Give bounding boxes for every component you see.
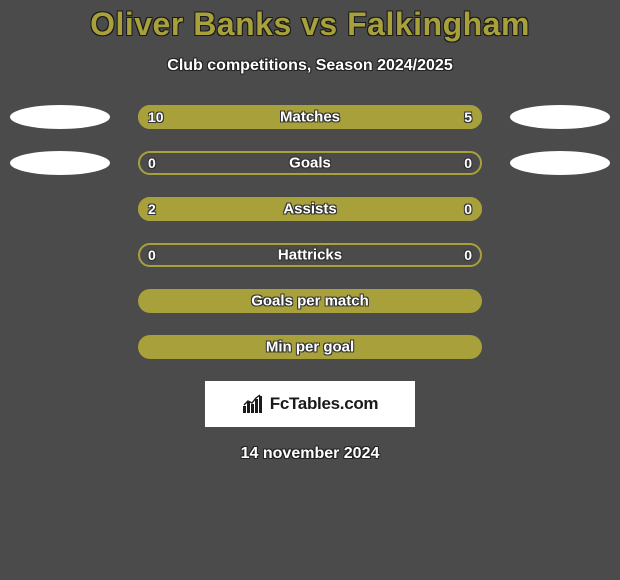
stat-label: Matches <box>280 109 340 126</box>
stat-value-right: 0 <box>464 155 472 171</box>
stat-value-right: 0 <box>464 247 472 263</box>
stat-bar: 10 5 Matches <box>138 105 482 129</box>
spacer <box>510 335 610 359</box>
stat-bar: 2 0 Assists <box>138 197 482 221</box>
stat-bar: Goals per match <box>138 289 482 313</box>
spacer <box>510 243 610 267</box>
stat-label: Min per goal <box>266 339 354 356</box>
stat-label: Assists <box>283 201 336 218</box>
stat-row: 10 5 Matches <box>10 105 610 129</box>
stat-label: Goals per match <box>251 293 369 310</box>
spacer <box>510 289 610 313</box>
stat-row: Min per goal <box>10 335 610 359</box>
stat-value-right: 5 <box>464 109 472 125</box>
spacer <box>10 243 110 267</box>
player-left-avatar <box>10 105 110 129</box>
stat-row: Goals per match <box>10 289 610 313</box>
stat-bar: 0 0 Goals <box>138 151 482 175</box>
stat-value-left: 0 <box>148 247 156 263</box>
fctables-logo: FcTables.com <box>205 381 415 427</box>
stat-value-right: 0 <box>464 201 472 217</box>
stat-label: Hattricks <box>278 247 342 264</box>
subtitle: Club competitions, Season 2024/2025 <box>0 57 620 75</box>
spacer <box>10 197 110 221</box>
stats-rows: 10 5 Matches 0 0 Goals 2 0 Assists 0 0 Hattricks Goa… <box>0 105 620 359</box>
stat-row: 0 0 Hattricks <box>10 243 610 267</box>
player-left-avatar <box>10 151 110 175</box>
bar-chart-icon <box>242 394 264 414</box>
spacer <box>510 197 610 221</box>
stat-value-left: 10 <box>148 109 164 125</box>
page-title: Oliver Banks vs Falkingham <box>0 6 620 43</box>
player-right-avatar <box>510 105 610 129</box>
stat-value-left: 2 <box>148 201 156 217</box>
stat-row: 2 0 Assists <box>10 197 610 221</box>
stat-bar: Min per goal <box>138 335 482 359</box>
player-right-avatar <box>510 151 610 175</box>
stat-label: Goals <box>289 155 331 172</box>
spacer <box>10 335 110 359</box>
logo-text: FcTables.com <box>270 394 379 414</box>
date-label: 14 november 2024 <box>0 445 620 463</box>
comparison-infographic: Oliver Banks vs Falkingham Club competit… <box>0 0 620 463</box>
stat-value-left: 0 <box>148 155 156 171</box>
stat-row: 0 0 Goals <box>10 151 610 175</box>
spacer <box>10 289 110 313</box>
stat-bar: 0 0 Hattricks <box>138 243 482 267</box>
